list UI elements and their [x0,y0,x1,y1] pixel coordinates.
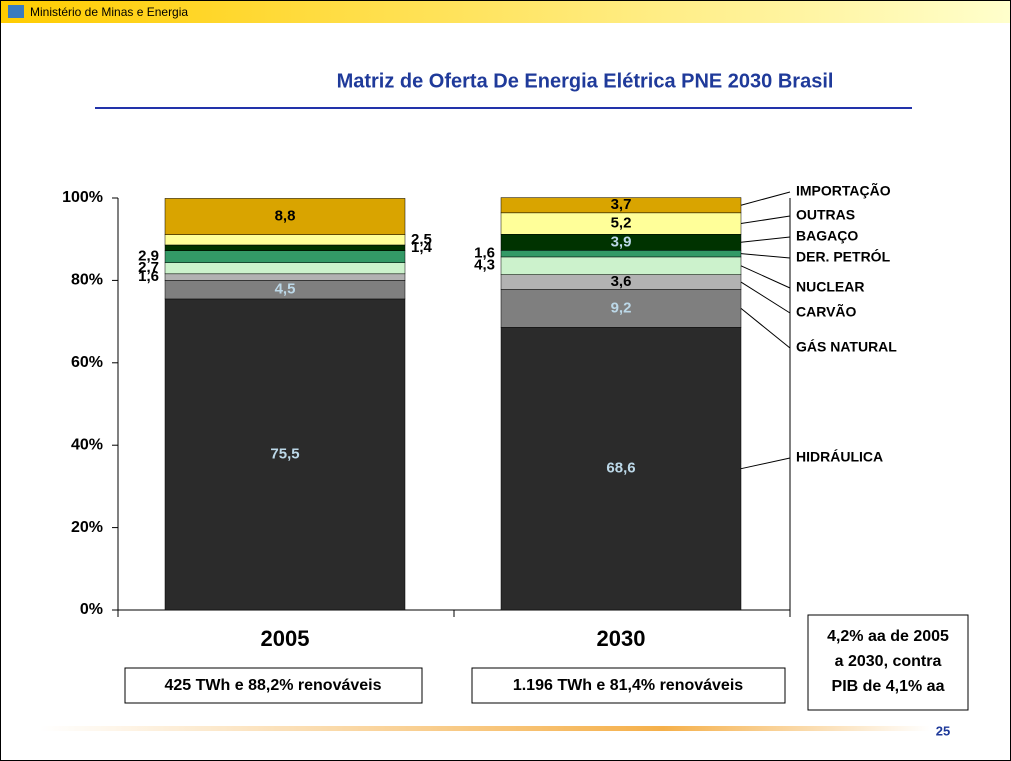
bar-segment [500,327,742,611]
y-tick-label: 0% [80,601,103,618]
data-label: 4,5 [275,281,296,298]
legend-leader [740,265,791,289]
logo [8,5,24,18]
legend-leader [740,236,791,243]
bar-segment [164,234,406,246]
page-number: 25 [936,723,950,738]
x-tick-label: 2030 [597,626,646,651]
chart-title: Matriz de Oferta De Energia Elétrica PNE… [337,70,834,92]
data-label: 5,2 [611,215,632,232]
legend-label: HIDRÁULICA [796,449,883,465]
bar-segment [164,262,406,275]
data-label: 75,5 [270,445,299,462]
data-label: 3,7 [611,196,632,213]
annotation-box [471,667,786,704]
y-tick-label: 80% [71,272,103,289]
legend-leader [740,215,791,225]
data-label: 8,8 [275,208,296,225]
data-label: 3,6 [611,273,632,290]
bar-segment [164,298,406,611]
footer-bar [40,726,930,731]
legend-label: DER. PETRÓL [796,248,891,265]
bar-segment [500,250,742,258]
note-line: PIB de 4,1% aa [832,678,945,695]
data-label: 1,4 [411,239,433,256]
bar-segment [500,289,742,328]
legend-leader [740,253,791,259]
note-box [807,614,969,711]
data-label: 9,2 [611,299,632,316]
bar-segment [164,244,406,251]
data-label: 4,3 [474,257,495,274]
header: Ministério de Minas e Energia [30,5,188,19]
data-label: 2,7 [138,259,159,276]
legend-label: NUCLEAR [796,279,864,295]
legend-label: CARVÃO [796,303,857,320]
data-label: 2,5 [411,231,432,248]
data-label: 68,6 [606,460,635,477]
bar-segment [164,198,406,235]
legend-leader [740,281,791,314]
data-label: 1,6 [138,268,159,285]
annotation: 425 TWh e 88,2% renováveis [165,677,382,694]
legend-label: OUTRAS [796,207,855,223]
annotation: 1.196 TWh e 81,4% renováveis [513,677,743,694]
x-tick-label: 2005 [261,626,310,651]
y-tick-label: 20% [71,519,103,536]
data-label: 1,6 [474,245,495,262]
bar-segment [164,273,406,281]
legend-leader [740,308,791,349]
note-line: a 2030, contra [835,653,942,670]
data-label: 3,9 [611,233,632,250]
legend-leader [740,191,791,206]
annotation-box [124,667,423,704]
legend-label: GÁS NATURAL [796,339,897,355]
note-line: 4,2% aa de 2005 [827,628,949,645]
legend-label: IMPORTAÇÃO [796,182,891,199]
legend-label: BAGAÇO [796,228,858,244]
y-tick-label: 60% [71,354,103,371]
y-tick-label: 100% [62,189,103,206]
legend-leader [740,457,791,470]
bar-segment [164,250,406,263]
bar-segment [500,256,742,275]
y-tick-label: 40% [71,436,103,453]
header-bar [1,1,1010,23]
data-label: 2,9 [138,248,159,265]
